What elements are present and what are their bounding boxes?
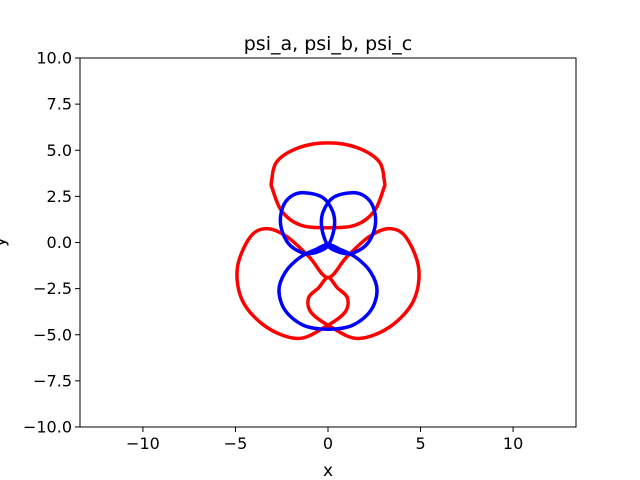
x-axis-ticks: −10 −5 0 5 10 [126, 427, 523, 453]
y-tick-label: −5.0 [33, 325, 72, 344]
x-tick-label: 5 [415, 434, 425, 453]
x-tick-label: 0 [323, 434, 333, 453]
y-tick-label: 0.0 [47, 233, 72, 252]
y-tick-label: 10.0 [36, 49, 72, 68]
x-axis-label: x [323, 461, 333, 480]
series-line [235, 226, 421, 341]
series-line [278, 190, 337, 256]
y-tick-label: 2.5 [47, 187, 72, 206]
series-line [319, 190, 378, 256]
x-tick-label: −5 [224, 434, 248, 453]
plot-frame [79, 57, 577, 428]
y-tick-label: −2.5 [33, 279, 72, 298]
x-tick-label: 10 [503, 434, 523, 453]
y-axis-label: y [0, 237, 10, 247]
y-tick-label: −10.0 [23, 418, 72, 437]
chart-title: psi_a, psi_b, psi_c [244, 33, 413, 55]
y-tick-label: −7.5 [33, 371, 72, 390]
series-line [277, 242, 379, 331]
y-tick-label: 5.0 [47, 141, 72, 160]
series-line [269, 141, 387, 230]
y-axis-ticks: −10.0 −7.5 −5.0 −2.5 0.0 2.5 5.0 7.5 10.0 [23, 49, 80, 437]
plot-area [235, 141, 421, 341]
y-tick-label: 7.5 [47, 95, 72, 114]
x-tick-label: −10 [126, 434, 160, 453]
